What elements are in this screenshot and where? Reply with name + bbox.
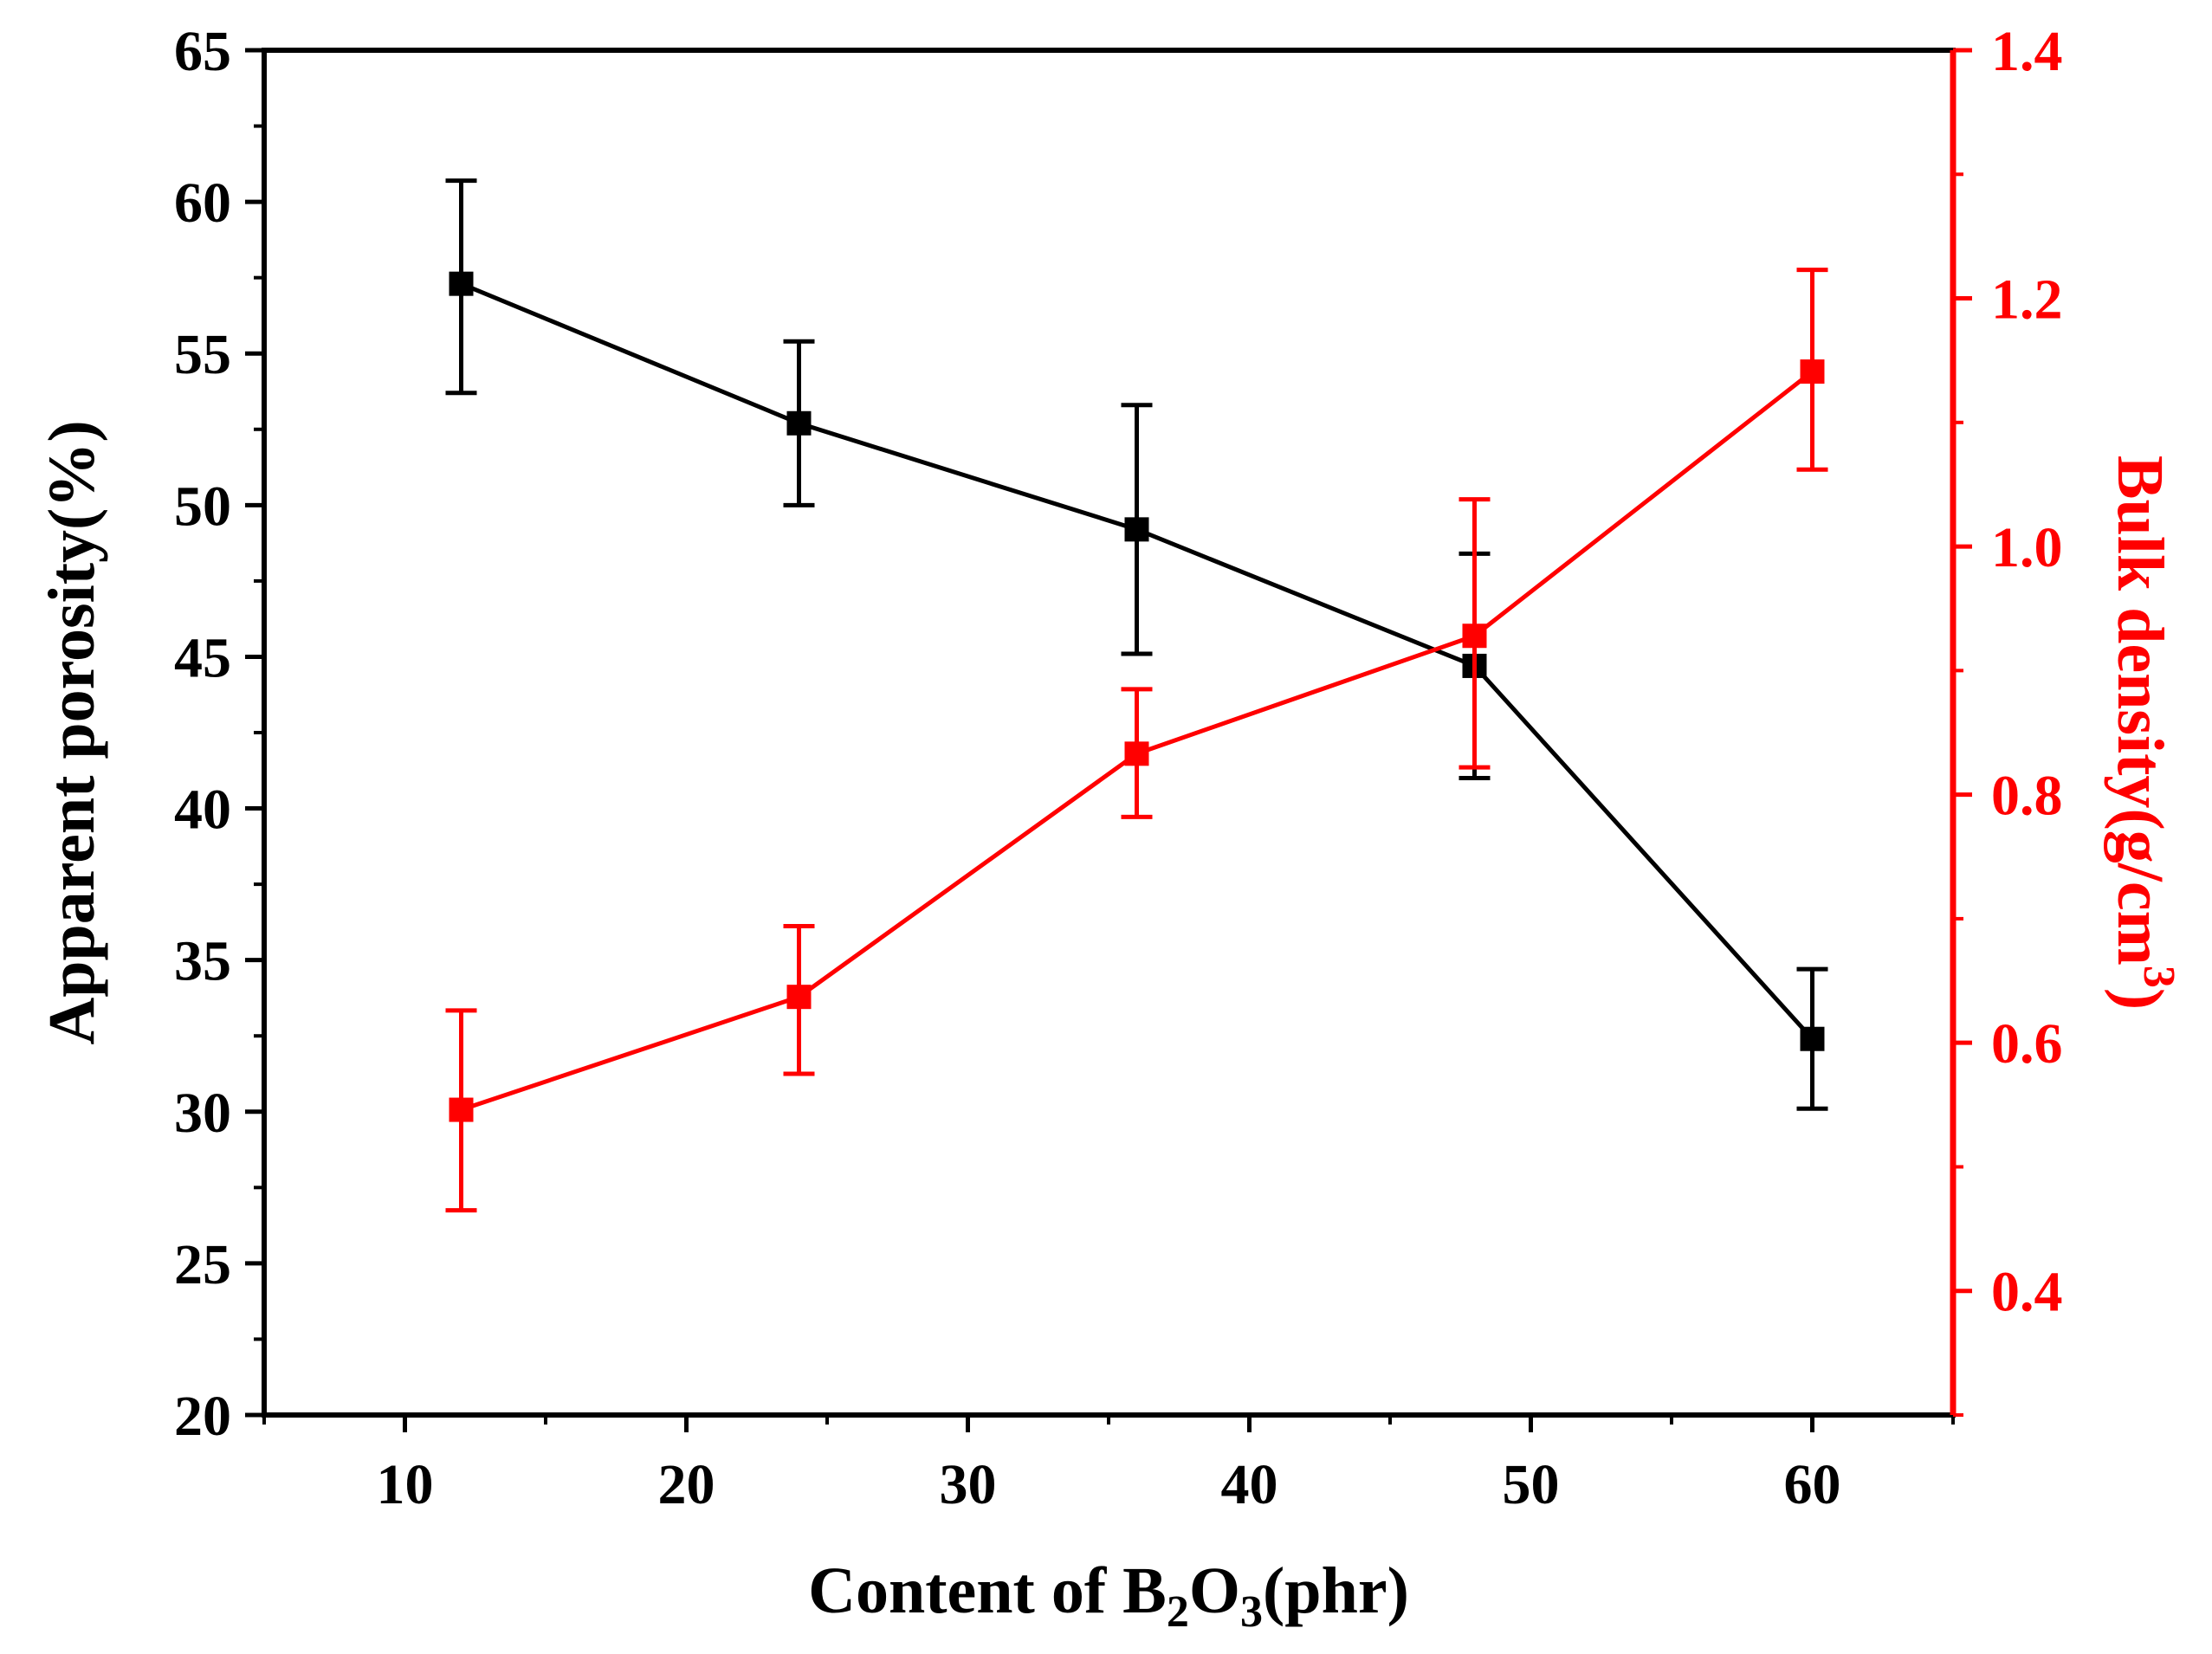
- x-tick-label: 30: [940, 1453, 997, 1516]
- density-data-point: [1800, 359, 1825, 384]
- porosity-data-point: [449, 271, 474, 296]
- right-y-tick-label: 0.4: [1991, 1261, 2063, 1324]
- left-y-tick-label: 40: [174, 779, 231, 842]
- density-data-point: [449, 1097, 474, 1122]
- density-data-point: [1462, 623, 1487, 649]
- right-y-tick-label: 1.2: [1991, 268, 2063, 332]
- x-tick-label: 50: [1503, 1453, 1560, 1516]
- x-tick-label: 40: [1221, 1453, 1278, 1516]
- right-y-tick-label: 0.6: [1991, 1012, 2063, 1076]
- right-y-axis-ticks: 0.4 0.6 0.8 1.0 1.2 1.4: [1953, 20, 2063, 1417]
- plot-frame: [262, 48, 1956, 1418]
- series-layer: [445, 178, 1828, 1213]
- right-y-axis-label: Bulk density(g/cm3): [2104, 455, 2183, 1010]
- left-y-tick-label: 55: [174, 323, 231, 386]
- porosity-data-point: [1800, 1026, 1825, 1051]
- density-data-point: [786, 985, 812, 1010]
- left-y-tick-label: 35: [174, 930, 231, 993]
- left-y-tick-label: 45: [174, 626, 231, 689]
- x-axis-ticks: 10 20 30 40 50 60: [262, 1415, 1955, 1516]
- porosity-series-line: [460, 281, 1814, 1041]
- x-axis-label: Content of B2O3(phr): [808, 1554, 1409, 1637]
- left-y-tick-label: 20: [174, 1385, 231, 1448]
- density-data-point: [1124, 741, 1149, 766]
- x-tick-label: 10: [377, 1453, 434, 1516]
- right-y-tick-label: 1.4: [1991, 20, 2063, 83]
- x-tick-label: 20: [658, 1453, 715, 1516]
- left-y-tick-label: 25: [174, 1233, 231, 1296]
- left-y-axis-ticks: 20 25 30 35 40 45 50 55 60 65: [174, 20, 264, 1448]
- left-y-tick-label: 65: [174, 20, 231, 83]
- left-y-tick-label: 50: [174, 475, 231, 538]
- porosity-data-point: [786, 410, 812, 436]
- right-y-tick-label: 0.8: [1991, 765, 2063, 828]
- left-y-tick-label: 30: [174, 1082, 231, 1145]
- porosity-data-point: [1124, 517, 1149, 542]
- left-y-axis-label: Apparent porosity(%): [36, 420, 108, 1044]
- left-y-tick-label: 60: [174, 171, 231, 235]
- x-tick-label: 60: [1784, 1453, 1841, 1516]
- right-y-tick-label: 1.0: [1991, 516, 2063, 579]
